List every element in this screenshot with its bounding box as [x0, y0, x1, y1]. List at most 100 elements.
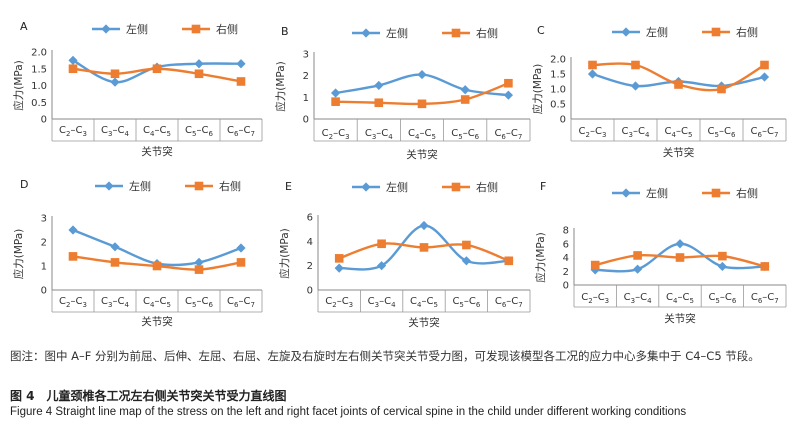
- tick-label-part: C: [227, 125, 234, 136]
- data-point: [633, 251, 642, 260]
- y-tick-label: 2.0: [31, 48, 47, 59]
- y-axis-label: 应力(MPa): [531, 64, 544, 115]
- y-tick-label: 3: [303, 50, 309, 61]
- x-tick-label: C6–C7: [494, 128, 522, 141]
- tick-label-part: –C: [239, 125, 251, 136]
- tick-label-part: 6: [731, 131, 736, 139]
- tick-label-part: C: [368, 296, 375, 307]
- tick-label-part: 2: [329, 133, 333, 141]
- tick-label-part: 2: [588, 297, 592, 305]
- tick-label-part: –C: [463, 128, 475, 139]
- tick-label-part: C: [708, 292, 715, 303]
- x-tick-label: C4–C5: [143, 125, 171, 138]
- legend-marker: [451, 182, 461, 192]
- data-point: [236, 77, 246, 86]
- tick-label-part: 6: [732, 297, 737, 305]
- legend-label: 左侧: [386, 27, 408, 40]
- tick-label-part: 6: [208, 301, 213, 309]
- tick-label-part: C: [495, 296, 502, 307]
- x-tick-label: C6–C7: [751, 292, 779, 305]
- x-tick-label: C4–C5: [666, 292, 694, 305]
- data-point: [110, 242, 120, 252]
- x-axis-label: 关节突: [406, 148, 438, 161]
- data-point: [374, 98, 384, 108]
- y-tick-label: 0.5: [31, 98, 47, 109]
- data-point: [675, 239, 685, 249]
- data-point: [504, 78, 513, 88]
- tick-label-part: 6: [234, 301, 239, 309]
- data-point: [633, 264, 643, 274]
- data-point: [590, 260, 600, 270]
- x-tick-label: C6–C7: [227, 296, 255, 309]
- y-tick-label: 0.5: [550, 100, 566, 111]
- tick-label-part: –C: [113, 296, 125, 307]
- tick-label-part: 6: [476, 301, 481, 309]
- legend: 左侧 右侧: [352, 26, 498, 40]
- legend-label: 左侧: [646, 187, 668, 200]
- data-point: [152, 64, 162, 74]
- legend-label: 左侧: [386, 181, 408, 194]
- tick-label-part: 7: [518, 133, 522, 141]
- tick-label-part: 4: [124, 301, 129, 309]
- x-axis-label: 关节突: [141, 145, 173, 158]
- tick-label-part: –C: [678, 292, 690, 303]
- data-point: [419, 220, 429, 231]
- data-point: [334, 254, 344, 263]
- x-axis-label: 关节突: [408, 316, 440, 329]
- data-point: [377, 239, 386, 249]
- tick-label-part: 3: [602, 131, 606, 139]
- y-tick-label: 1.5: [31, 64, 47, 75]
- x-tick-label: C4–C5: [665, 126, 693, 139]
- legend-label: 右侧: [736, 25, 758, 39]
- tick-label-part: –C: [333, 128, 345, 139]
- legend-marker: [101, 24, 111, 34]
- data-point: [675, 253, 685, 262]
- tick-label-part: –C: [422, 296, 434, 307]
- legend-label: 右侧: [476, 26, 498, 40]
- y-tick-label: 6: [307, 213, 313, 224]
- tick-label-part: C: [581, 292, 588, 303]
- figure-note: 图注：图中 A–F 分别为前屈、后伸、左屈、右屈、左旋及右旋时左右侧关节突关节受…: [10, 349, 760, 363]
- panel-letter: F: [540, 180, 546, 193]
- x-tick-label: C3–C4: [365, 128, 393, 141]
- legend-label: 左侧: [646, 26, 668, 39]
- tick-label-part: –C: [506, 296, 518, 307]
- tick-label-part: 5: [166, 130, 170, 138]
- tick-label-part: 4: [124, 130, 129, 138]
- tick-label-part: C: [185, 296, 192, 307]
- x-tick-label: C2–C3: [59, 296, 87, 309]
- tick-label-part: C: [408, 128, 415, 139]
- y-tick-label: 1.0: [31, 81, 47, 92]
- data-point: [717, 84, 726, 94]
- figure-title-cn: 图 4 儿童颈椎各工况左右侧关节突关节受力直线图: [10, 389, 287, 403]
- data-point: [377, 261, 387, 271]
- y-tick-label: 1.0: [550, 85, 566, 96]
- tick-label-part: –C: [635, 292, 647, 303]
- tick-label-part: 4: [415, 133, 420, 141]
- tick-label-part: 6: [502, 301, 507, 309]
- panel-letter: E: [285, 180, 292, 193]
- tick-label-part: 6: [208, 130, 213, 138]
- tick-label-part: 5: [689, 297, 693, 305]
- x-tick-label: C2–C3: [59, 125, 87, 138]
- x-tick-label: C5–C6: [708, 292, 736, 305]
- data-point: [417, 69, 427, 80]
- tick-label-part: C: [59, 125, 66, 136]
- tick-label-part: 3: [605, 297, 609, 305]
- tick-label-part: 5: [458, 133, 462, 141]
- tick-label-part: 7: [774, 297, 778, 305]
- tick-label-part: 4: [645, 131, 650, 139]
- tick-label-part: C: [143, 125, 150, 136]
- legend-marker: [194, 181, 204, 191]
- data-point: [759, 72, 770, 82]
- tick-label-part: –C: [464, 296, 476, 307]
- legend-marker: [621, 188, 631, 198]
- tick-label-part: 4: [647, 297, 652, 305]
- x-tick-label: C3–C4: [101, 296, 129, 309]
- x-axis-label: 关节突: [663, 146, 695, 159]
- y-tick-label: 4: [307, 237, 313, 248]
- x-tick-label: C2–C3: [322, 128, 350, 141]
- tick-label-part: 2: [586, 131, 590, 139]
- y-tick-label: 4: [563, 253, 569, 264]
